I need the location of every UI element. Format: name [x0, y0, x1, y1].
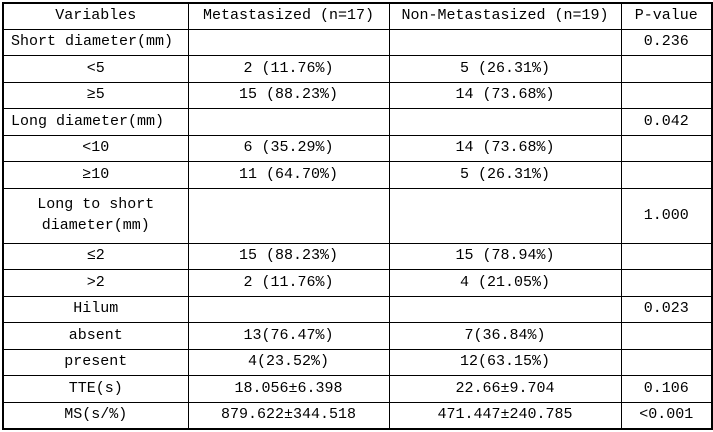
variable-cell: <10: [2, 134, 189, 163]
metastasized-cell: 13(76.47%): [187, 322, 390, 350]
p-value-cell: 0.023: [620, 295, 713, 324]
column-header-non-metastasized: Non-Metastasized (n=19): [388, 2, 622, 30]
metastasized-cell: 879.622±344.518: [187, 401, 390, 430]
variable-cell: Short diameter(mm): [2, 28, 189, 57]
variable-cell: Hilum: [2, 295, 189, 324]
non-metastasized-cell: 22.66±9.704: [388, 375, 622, 403]
non-metastasized-cell: 5 (26.31%): [388, 55, 622, 83]
p-value-cell: [620, 134, 713, 163]
p-value-cell: [620, 161, 713, 189]
table-row-ge10: ≥10 11 (64.70%) 5 (26.31%): [2, 161, 713, 189]
non-metastasized-cell: 7(36.84%): [388, 322, 622, 350]
non-metastasized-cell: 471.447±240.785: [388, 401, 622, 430]
p-value-cell: [620, 55, 713, 83]
metastasized-cell: 2 (11.76%): [187, 269, 390, 297]
variable-cell: ≤2: [2, 242, 189, 271]
table-row-absent: absent 13(76.47%) 7(36.84%): [2, 322, 713, 350]
table-row-long-diameter: Long diameter(mm) 0.042: [2, 108, 713, 136]
metastasized-cell: 15 (88.23%): [187, 81, 390, 110]
metastasized-cell: 11 (64.70%): [187, 161, 390, 189]
table-row-tte: TTE(s) 18.056±6.398 22.66±9.704 0.106: [2, 375, 713, 403]
variable-cell: absent: [2, 322, 189, 350]
p-value-cell: <0.001: [620, 401, 713, 430]
metastasized-cell: [187, 187, 390, 244]
p-value-cell: [620, 348, 713, 377]
table-row-le2: ≤2 15 (88.23%) 15 (78.94%): [2, 242, 713, 271]
metastasized-cell: 4(23.52%): [187, 348, 390, 377]
p-value-cell: [620, 242, 713, 271]
table-row-lt5: <5 2 (11.76%) 5 (26.31%): [2, 55, 713, 83]
header-row: Variables Metastasized (n=17) Non-Metast…: [2, 2, 713, 30]
non-metastasized-cell: [388, 187, 622, 244]
non-metastasized-cell: 14 (73.68%): [388, 134, 622, 163]
variable-cell: Long diameter(mm): [2, 108, 189, 136]
metastasized-cell: 15 (88.23%): [187, 242, 390, 271]
variable-cell: >2: [2, 269, 189, 297]
table-row-ge5: ≥5 15 (88.23%) 14 (73.68%): [2, 81, 713, 110]
non-metastasized-cell: [388, 28, 622, 57]
table-row-hilum: Hilum 0.023: [2, 295, 713, 324]
p-value-cell: [620, 81, 713, 110]
column-header-metastasized: Metastasized (n=17): [187, 2, 390, 30]
variable-cell: TTE(s): [2, 375, 189, 403]
column-header-p-value: P-value: [620, 2, 713, 30]
p-value-cell: 0.236: [620, 28, 713, 57]
metastasized-cell: [187, 108, 390, 136]
p-value-cell: 1.000: [620, 187, 713, 244]
metastasized-cell: [187, 295, 390, 324]
non-metastasized-cell: [388, 295, 622, 324]
p-value-cell: [620, 269, 713, 297]
p-value-cell: 0.106: [620, 375, 713, 403]
table-row-ms: MS(s/%) 879.622±344.518 471.447±240.785 …: [2, 401, 713, 430]
non-metastasized-cell: 4 (21.05%): [388, 269, 622, 297]
table-row-long-to-short: Long to short diameter(mm) 1.000: [2, 187, 713, 244]
non-metastasized-cell: 15 (78.94%): [388, 242, 622, 271]
variable-cell: ≥5: [2, 81, 189, 110]
table-row-short-diameter: Short diameter(mm) 0.236: [2, 28, 713, 57]
non-metastasized-cell: 14 (73.68%): [388, 81, 622, 110]
variable-cell: Long to short diameter(mm): [2, 187, 189, 244]
table-row-lt10: <10 6 (35.29%) 14 (73.68%): [2, 134, 713, 163]
metastasized-cell: [187, 28, 390, 57]
table-row-present: present 4(23.52%) 12(63.15%): [2, 348, 713, 377]
variable-cell: ≥10: [2, 161, 189, 189]
non-metastasized-cell: 12(63.15%): [388, 348, 622, 377]
metastasized-cell: 6 (35.29%): [187, 134, 390, 163]
variable-cell: MS(s/%): [2, 401, 189, 430]
variable-cell: present: [2, 348, 189, 377]
metastasized-cell: 18.056±6.398: [187, 375, 390, 403]
p-value-cell: 0.042: [620, 108, 713, 136]
non-metastasized-cell: [388, 108, 622, 136]
p-value-cell: [620, 322, 713, 350]
variable-cell: <5: [2, 55, 189, 83]
table-row-gt2: >2 2 (11.76%) 4 (21.05%): [2, 269, 713, 297]
non-metastasized-cell: 5 (26.31%): [388, 161, 622, 189]
column-header-variables: Variables: [2, 2, 189, 30]
metastasized-cell: 2 (11.76%): [187, 55, 390, 83]
